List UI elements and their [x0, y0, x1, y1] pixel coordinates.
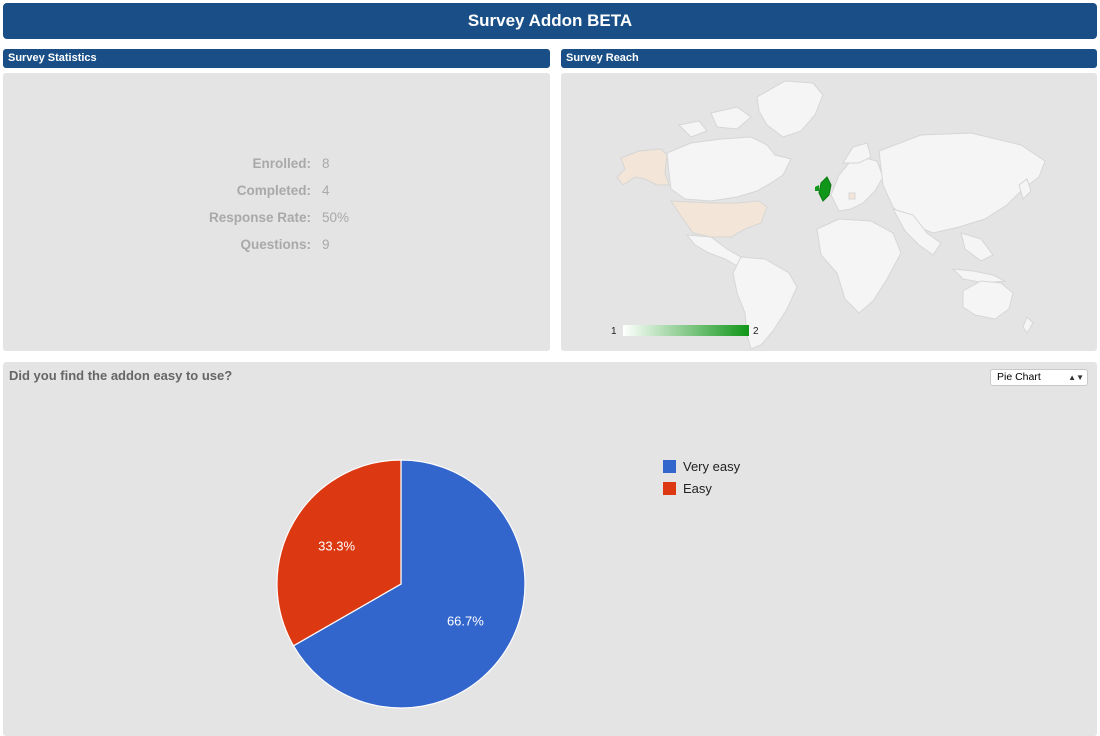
reach-panel: 1 2: [561, 73, 1097, 351]
stats-header: Survey Statistics: [3, 49, 550, 68]
stat-label: Response Rate:: [208, 210, 311, 225]
chart-type-select[interactable]: Pie Chart ▲▼: [990, 369, 1088, 386]
stat-label: Enrolled:: [252, 156, 311, 171]
legend-label-very-easy: Very easy: [683, 459, 741, 474]
legend-item-very-easy: Very easy: [663, 459, 740, 474]
legend-item-easy: Easy: [663, 481, 712, 496]
stat-value: 9: [322, 237, 330, 252]
stat-row: Enrolled: 8: [3, 150, 551, 177]
stat-row: Response Rate: 50%: [3, 204, 551, 231]
question-title: Did you find the addon easy to use?: [9, 368, 233, 383]
map-color-scale: [623, 325, 749, 336]
stats-table: Enrolled: 8 Completed: 4 Response Rate: 50% Qu…: [3, 150, 551, 258]
select-arrows-icon: ▲▼: [1068, 373, 1084, 382]
chart-type-select-value: Pie Chart: [997, 371, 1041, 383]
legend-swatch-easy: [663, 482, 676, 495]
stat-row: Completed: 4: [3, 177, 551, 204]
legend-label-easy: Easy: [683, 481, 712, 496]
map-region-greenland: [756, 80, 824, 138]
map-region-australia: [962, 280, 1014, 320]
map-scale-min: 1: [611, 326, 617, 337]
map-region-canada: [666, 136, 792, 202]
map-scale-max: 2: [753, 326, 759, 337]
app-title: Survey Addon BETA: [3, 3, 1097, 39]
stat-value: 50%: [322, 210, 350, 225]
stat-value: 8: [322, 156, 330, 171]
map-region-africa: [816, 218, 902, 314]
stat-label: Completed:: [236, 183, 311, 198]
stat-value: 4: [322, 183, 330, 198]
stats-panel: Enrolled: 8 Completed: 4 Response Rate: 50% Qu…: [3, 73, 550, 351]
map-region-germany: [848, 192, 856, 200]
stat-label: Questions:: [240, 237, 311, 252]
world-map[interactable]: 1 2: [561, 73, 1097, 351]
map-region-uk: [818, 176, 832, 202]
question-panel: Did you find the addon easy to use? Pie …: [3, 362, 1097, 736]
reach-header: Survey Reach: [561, 49, 1097, 68]
map-region-europe: [830, 156, 884, 212]
legend-swatch-very-easy: [663, 460, 676, 473]
stat-row: Questions: 9: [3, 231, 551, 258]
map-region-usa: [670, 200, 768, 238]
